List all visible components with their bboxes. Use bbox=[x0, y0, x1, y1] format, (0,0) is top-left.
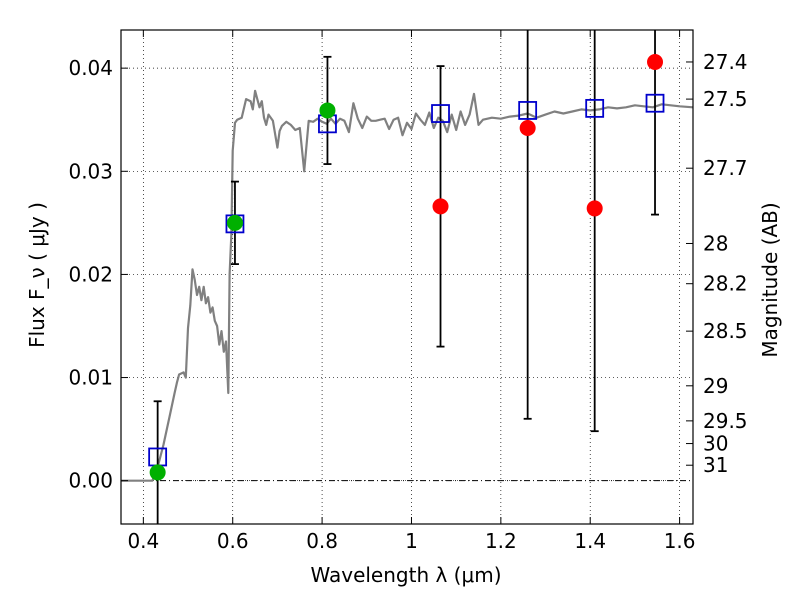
magnitude-tick-label: 30 bbox=[703, 432, 728, 456]
y-tick-label: 0.00 bbox=[68, 469, 113, 493]
magnitude-tick-label: 28 bbox=[703, 231, 728, 255]
observed-markers bbox=[149, 53, 664, 481]
model-photometry-squares bbox=[148, 93, 665, 467]
model-photometry-square bbox=[645, 93, 665, 113]
magnitude-tick-label: 28.2 bbox=[703, 272, 748, 296]
upper-limit-point bbox=[432, 198, 449, 215]
magnitude-tick-label: 29 bbox=[703, 374, 728, 398]
magnitude-tick-label: 27.4 bbox=[703, 50, 748, 74]
sed-model-line bbox=[121, 89, 694, 482]
magnitude-tick-label: 27.7 bbox=[703, 156, 748, 180]
magnitude-tick-label: 27.5 bbox=[703, 87, 748, 111]
upper-limit-point bbox=[586, 200, 603, 217]
model-photometry-square bbox=[518, 101, 538, 120]
model-photometry-square bbox=[585, 98, 605, 118]
x-tick-label: 0.4 bbox=[127, 529, 159, 553]
magnitude-tick-label: 31 bbox=[703, 453, 728, 477]
y-tick-label: 0.04 bbox=[68, 56, 113, 80]
y-tick-label: 0.03 bbox=[68, 159, 113, 183]
y-tick-label: 0.02 bbox=[68, 262, 113, 286]
x-tick-label: 1.6 bbox=[664, 529, 696, 553]
grid bbox=[121, 30, 693, 524]
sed-model-layer bbox=[121, 89, 694, 482]
y-tick-label: 0.01 bbox=[68, 366, 113, 390]
plot-frame bbox=[120, 29, 694, 525]
x-tick-label: 0.6 bbox=[217, 529, 249, 553]
upper-limit-point bbox=[519, 119, 536, 136]
detection-point bbox=[149, 464, 166, 481]
detection-point bbox=[319, 102, 336, 119]
magnitude-axis-label: Magnitude (AB) bbox=[758, 202, 782, 357]
x-tick-label: 1.4 bbox=[574, 529, 606, 553]
y-axis-label: Flux F_ν ( μJy ) bbox=[25, 202, 49, 348]
model-photometry-square bbox=[431, 104, 450, 123]
x-tick-label: 0.8 bbox=[306, 529, 338, 553]
magnitude-tick-label: 28.5 bbox=[703, 319, 748, 343]
magnitude-tick-label: 29.5 bbox=[703, 409, 748, 433]
x-tick-label: 1.2 bbox=[485, 529, 517, 553]
x-tick-label: 1 bbox=[405, 529, 418, 553]
upper-limit-point bbox=[647, 53, 664, 70]
x-axis-label: Wavelength λ (μm) bbox=[310, 563, 501, 587]
y-axis-ticks: 0.00 0.01 0.02 0.03 0.04 bbox=[68, 56, 128, 493]
x-axis-ticks: 0.4 0.6 0.8 1 1.2 1.4 1.6 bbox=[127, 30, 696, 553]
detection-point bbox=[226, 214, 243, 231]
